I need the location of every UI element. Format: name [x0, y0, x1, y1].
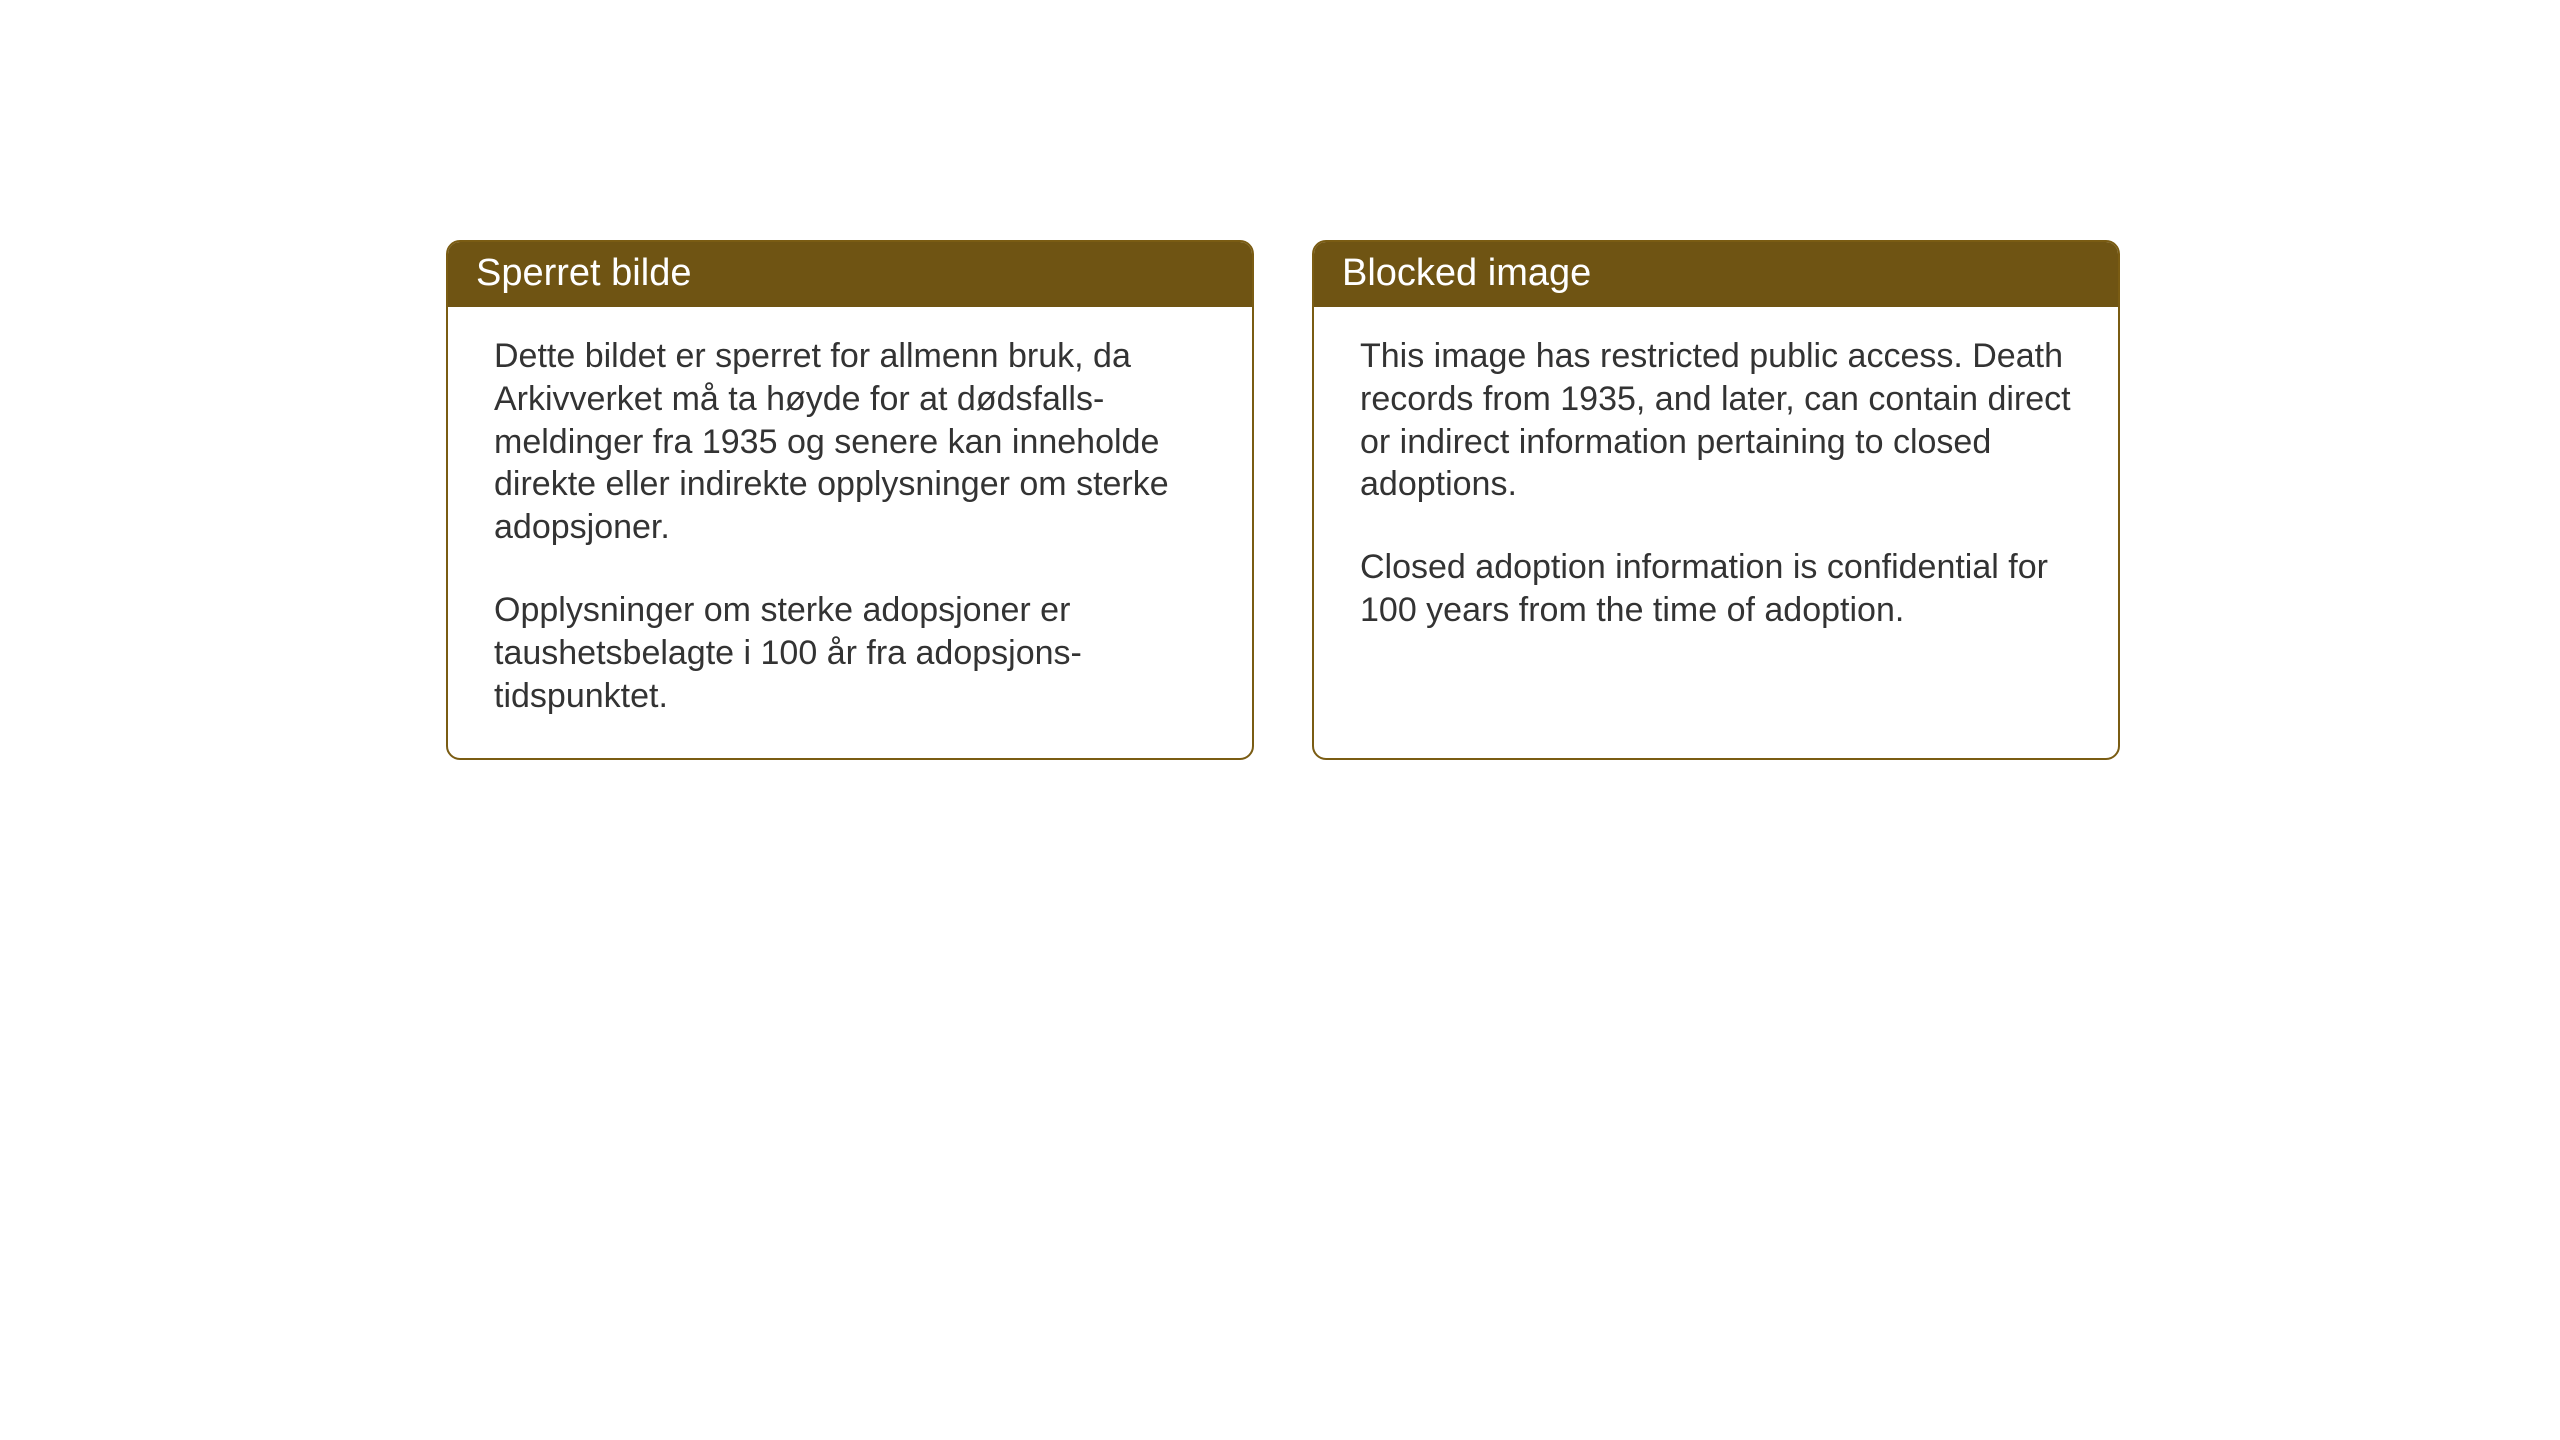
- notice-container: Sperret bilde Dette bildet er sperret fo…: [446, 240, 2120, 760]
- notice-card-english: Blocked image This image has restricted …: [1312, 240, 2120, 760]
- notice-card-body: Dette bildet er sperret for allmenn bruk…: [448, 307, 1252, 758]
- notice-card-body: This image has restricted public access.…: [1314, 307, 2118, 672]
- notice-paragraph: This image has restricted public access.…: [1360, 335, 2072, 506]
- notice-card-header: Sperret bilde: [448, 242, 1252, 307]
- notice-paragraph: Opplysninger om sterke adopsjoner er tau…: [494, 589, 1206, 717]
- notice-paragraph: Closed adoption information is confident…: [1360, 546, 2072, 632]
- notice-paragraph: Dette bildet er sperret for allmenn bruk…: [494, 335, 1206, 549]
- notice-title: Sperret bilde: [476, 252, 691, 294]
- notice-title: Blocked image: [1342, 252, 1591, 294]
- notice-card-header: Blocked image: [1314, 242, 2118, 307]
- notice-card-norwegian: Sperret bilde Dette bildet er sperret fo…: [446, 240, 1254, 760]
